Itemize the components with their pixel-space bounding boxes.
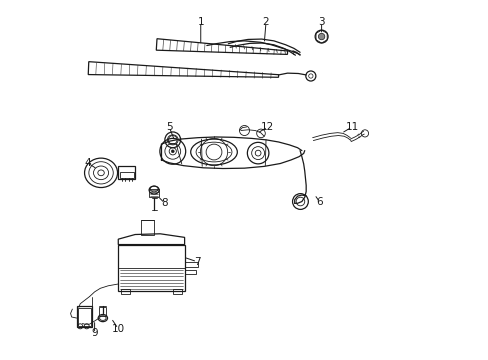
Text: 1: 1 [197, 17, 203, 27]
Text: 12: 12 [261, 122, 274, 132]
Circle shape [318, 33, 324, 40]
Text: 6: 6 [316, 197, 323, 207]
Text: 9: 9 [91, 328, 98, 338]
Text: 2: 2 [262, 17, 269, 27]
Bar [78, 308, 90, 326]
Bar [77, 306, 92, 327]
Bar [118, 244, 184, 291]
Bar [121, 289, 129, 294]
Text: 4: 4 [84, 158, 91, 168]
Bar [120, 172, 133, 178]
Bar [118, 166, 135, 179]
Bar [99, 307, 106, 316]
Text: 10: 10 [111, 324, 124, 334]
Bar [149, 189, 159, 197]
Circle shape [171, 150, 174, 153]
Bar [172, 289, 182, 294]
Text: 8: 8 [161, 198, 168, 208]
Text: 5: 5 [165, 122, 172, 132]
Text: 3: 3 [318, 17, 324, 27]
Text: 7: 7 [193, 257, 200, 267]
Bar [140, 220, 154, 234]
Text: 11: 11 [345, 122, 358, 132]
